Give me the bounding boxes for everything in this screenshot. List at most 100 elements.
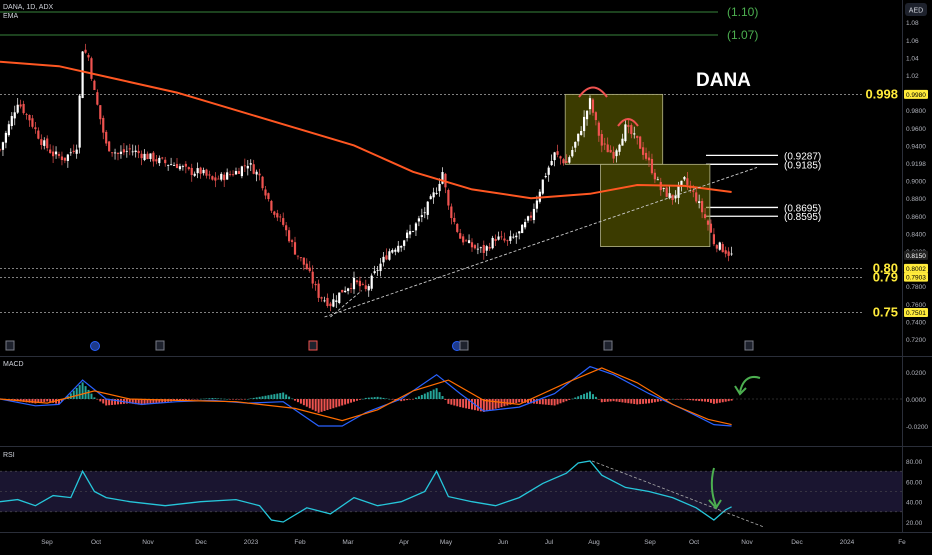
- candle-body: [506, 240, 509, 242]
- macd-histogram-bar: [707, 399, 709, 402]
- macd-histogram-bar: [583, 393, 586, 399]
- rsi-trendline[interactable]: [591, 460, 765, 528]
- ema-indicator-label[interactable]: EMA: [3, 13, 19, 20]
- price-badge-0: 0.9980: [906, 92, 926, 99]
- macd-histogram-bar: [137, 399, 140, 405]
- time-tick-10: Jul: [545, 539, 554, 546]
- candle-body: [624, 124, 627, 142]
- macd-histogram-bar: [527, 399, 530, 404]
- macd-histogram-bar: [249, 398, 252, 399]
- earnings-icon[interactable]: [155, 340, 165, 351]
- candle-body: [479, 247, 482, 249]
- candle-body: [370, 275, 373, 289]
- candle-body: [364, 285, 367, 290]
- candle-body: [52, 151, 55, 157]
- macd-histogram-bar: [90, 393, 93, 399]
- candle-body: [724, 250, 727, 254]
- candle-body: [571, 150, 574, 157]
- earnings-icon[interactable]: [308, 340, 318, 351]
- event-marker-2[interactable]: [155, 340, 165, 351]
- macd-histogram-bar: [450, 399, 453, 405]
- macd-histogram-bar: [358, 399, 361, 400]
- level-label-8: (0.8695): [784, 203, 821, 214]
- macd-histogram-bar: [75, 387, 78, 399]
- candle-body: [565, 161, 568, 163]
- candle-body: [524, 222, 527, 228]
- candle-body: [417, 218, 420, 222]
- candle-body: [314, 284, 317, 286]
- macd-histogram-bar: [353, 399, 355, 402]
- candle-body: [72, 150, 75, 152]
- candle-body: [644, 152, 648, 159]
- candle-body: [712, 234, 715, 245]
- candle-body: [373, 271, 376, 274]
- macd-histogram-bar: [541, 399, 544, 405]
- event-marker-7[interactable]: [744, 340, 754, 351]
- trendline-1[interactable]: [330, 290, 362, 318]
- currency-badge[interactable]: AED: [909, 8, 923, 15]
- candle-body: [367, 286, 370, 291]
- candle-body: [335, 300, 338, 302]
- candle-body: [583, 116, 586, 132]
- candle-body: [193, 173, 196, 176]
- earnings-icon[interactable]: [744, 340, 754, 351]
- candle-body: [305, 263, 308, 270]
- earnings-icon[interactable]: [459, 340, 469, 351]
- candle-body: [234, 171, 238, 175]
- candle-body: [122, 149, 125, 153]
- rsi-tick-3: 20.00: [906, 520, 923, 527]
- candle-body: [618, 144, 621, 152]
- event-marker-0[interactable]: [5, 340, 15, 351]
- candle-body: [40, 139, 43, 145]
- candle-body: [459, 233, 462, 239]
- price-tick-10: 0.8800: [906, 196, 926, 203]
- macd-histogram-bar: [72, 390, 75, 399]
- macd-histogram-bar: [226, 398, 229, 400]
- candle-body: [465, 240, 468, 242]
- event-marker-5[interactable]: [459, 340, 469, 351]
- macd-histogram-bar: [648, 399, 650, 404]
- macd-line[interactable]: [0, 365, 732, 427]
- dividend-icon[interactable]: [90, 341, 100, 351]
- signal-line[interactable]: [0, 367, 732, 426]
- macd-histogram-bar: [479, 399, 482, 412]
- candle-body: [4, 132, 7, 143]
- macd-histogram-bar: [350, 399, 353, 403]
- candle-body: [134, 150, 137, 152]
- candle-body: [172, 165, 176, 166]
- candle-body: [438, 183, 441, 192]
- level-label-4: (1.10): [727, 5, 758, 19]
- macd-histogram-bar: [586, 392, 589, 399]
- macd-histogram-bar: [60, 399, 63, 402]
- rsi-pane-label[interactable]: RSI: [3, 452, 15, 459]
- symbol-info[interactable]: DANA, 1D, ADX: [3, 4, 54, 11]
- candle-body: [686, 178, 689, 185]
- candle-body: [529, 215, 533, 218]
- time-tick-0: Sep: [41, 539, 53, 546]
- macd-histogram-bar: [376, 396, 379, 399]
- candle-body: [456, 223, 459, 232]
- macd-histogram-bar: [701, 399, 704, 402]
- macd-pane-label[interactable]: MACD: [3, 361, 24, 368]
- event-marker-3[interactable]: [308, 340, 318, 351]
- price-tick-7: 0.9400: [906, 143, 926, 150]
- time-tick-8: May: [440, 539, 453, 546]
- macd-histogram-bar: [574, 397, 577, 399]
- candle-body: [406, 232, 409, 239]
- ema-line[interactable]: [0, 60, 732, 200]
- trendline-0[interactable]: [324, 166, 758, 318]
- event-marker-6[interactable]: [603, 340, 613, 351]
- event-marker-1[interactable]: [90, 341, 100, 351]
- candle-body: [108, 141, 111, 152]
- macd-histogram-bar: [559, 399, 562, 404]
- earnings-icon[interactable]: [5, 340, 15, 351]
- rsi-line[interactable]: [0, 460, 732, 523]
- macd-histogram-bar: [624, 399, 627, 403]
- time-tick-4: 2023: [244, 539, 259, 546]
- candle-body: [609, 149, 612, 153]
- candle-body: [246, 165, 249, 169]
- candle-body: [420, 215, 423, 217]
- currency-badge-bg[interactable]: [905, 3, 927, 16]
- candle-body: [273, 211, 276, 215]
- earnings-icon[interactable]: [603, 340, 613, 351]
